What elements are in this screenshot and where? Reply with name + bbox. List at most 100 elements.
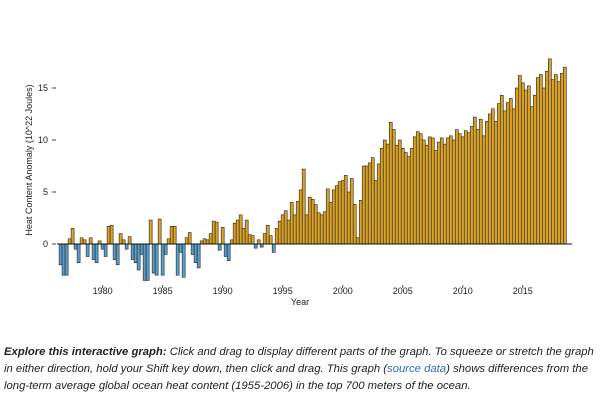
bar (490, 108, 495, 245)
bar (211, 220, 216, 245)
bar (361, 165, 366, 245)
bar (313, 204, 318, 245)
bar (226, 243, 231, 261)
bar (244, 219, 249, 245)
bar (298, 189, 303, 245)
bar (166, 238, 171, 245)
bar (532, 94, 537, 245)
bar (364, 165, 369, 245)
bar (331, 189, 336, 245)
bar (109, 224, 114, 245)
bar (301, 168, 306, 245)
bar (58, 243, 63, 266)
bar (205, 239, 210, 245)
y-axis-title: Heat Content Anomaly (10^22 Joules) (24, 84, 34, 235)
bar (511, 108, 516, 245)
bar (289, 202, 294, 245)
bar (175, 243, 180, 276)
bar (220, 227, 225, 245)
bar (376, 163, 381, 245)
bar (256, 239, 261, 245)
bar (475, 129, 480, 245)
bar (529, 106, 534, 245)
bar (421, 139, 426, 245)
bar (469, 126, 474, 245)
bar (262, 233, 267, 245)
description: Explore this interactive graph: Click an… (4, 344, 594, 395)
bar (520, 82, 525, 245)
bar (88, 237, 93, 245)
bar (169, 226, 174, 245)
bar (478, 118, 483, 245)
text: Click and drag to display different part… (4, 346, 594, 375)
bar (112, 243, 117, 260)
bar (433, 150, 438, 245)
bar (181, 243, 186, 278)
bar (496, 103, 501, 245)
bar (322, 211, 327, 245)
bar (391, 129, 396, 245)
bar (70, 228, 75, 245)
bar (121, 239, 126, 245)
bar (154, 243, 159, 276)
text: ) shows differences from the long-term a… (4, 363, 588, 392)
y-tick-label: 5 (43, 187, 48, 197)
bar (64, 243, 69, 276)
bar (544, 71, 549, 245)
bar (253, 243, 258, 249)
bar (451, 139, 456, 245)
bar (382, 139, 387, 245)
bar (337, 181, 342, 245)
bar (436, 141, 441, 245)
bar (157, 218, 162, 245)
bar (547, 58, 552, 245)
bar (328, 202, 333, 245)
bar (352, 204, 357, 245)
bar (184, 237, 189, 245)
bar (415, 131, 420, 245)
bar (427, 136, 432, 245)
bar (562, 66, 567, 245)
bar (367, 162, 372, 245)
bar (280, 214, 285, 245)
bar (265, 224, 270, 245)
bar (358, 200, 363, 245)
bar (202, 238, 207, 245)
bar (430, 137, 435, 245)
bar (73, 243, 78, 250)
bar (67, 238, 72, 245)
bar (466, 132, 471, 245)
bar (550, 79, 555, 245)
bar (424, 144, 429, 245)
source-link[interactable]: source data (387, 363, 447, 375)
bar (292, 214, 297, 245)
bar (304, 214, 309, 245)
bar (100, 243, 105, 250)
bar (217, 243, 222, 251)
bar (472, 116, 477, 245)
bar (127, 236, 132, 245)
bar (241, 228, 246, 245)
bar (196, 243, 201, 269)
bar (130, 243, 135, 260)
bar (439, 137, 444, 245)
bar (193, 243, 198, 264)
bar (85, 243, 90, 257)
bar (505, 102, 510, 245)
bar (61, 243, 66, 276)
bar (124, 243, 129, 250)
bar (250, 235, 255, 245)
bar (385, 143, 390, 245)
bar (484, 120, 489, 245)
bar (517, 75, 522, 245)
bar (247, 234, 252, 245)
bar (178, 243, 183, 253)
bar (307, 196, 312, 245)
bar (133, 243, 138, 264)
bar (187, 232, 192, 245)
bar (316, 212, 321, 245)
bar (460, 136, 465, 245)
x-tick-label: 2010 (453, 286, 473, 296)
bar (106, 226, 111, 245)
